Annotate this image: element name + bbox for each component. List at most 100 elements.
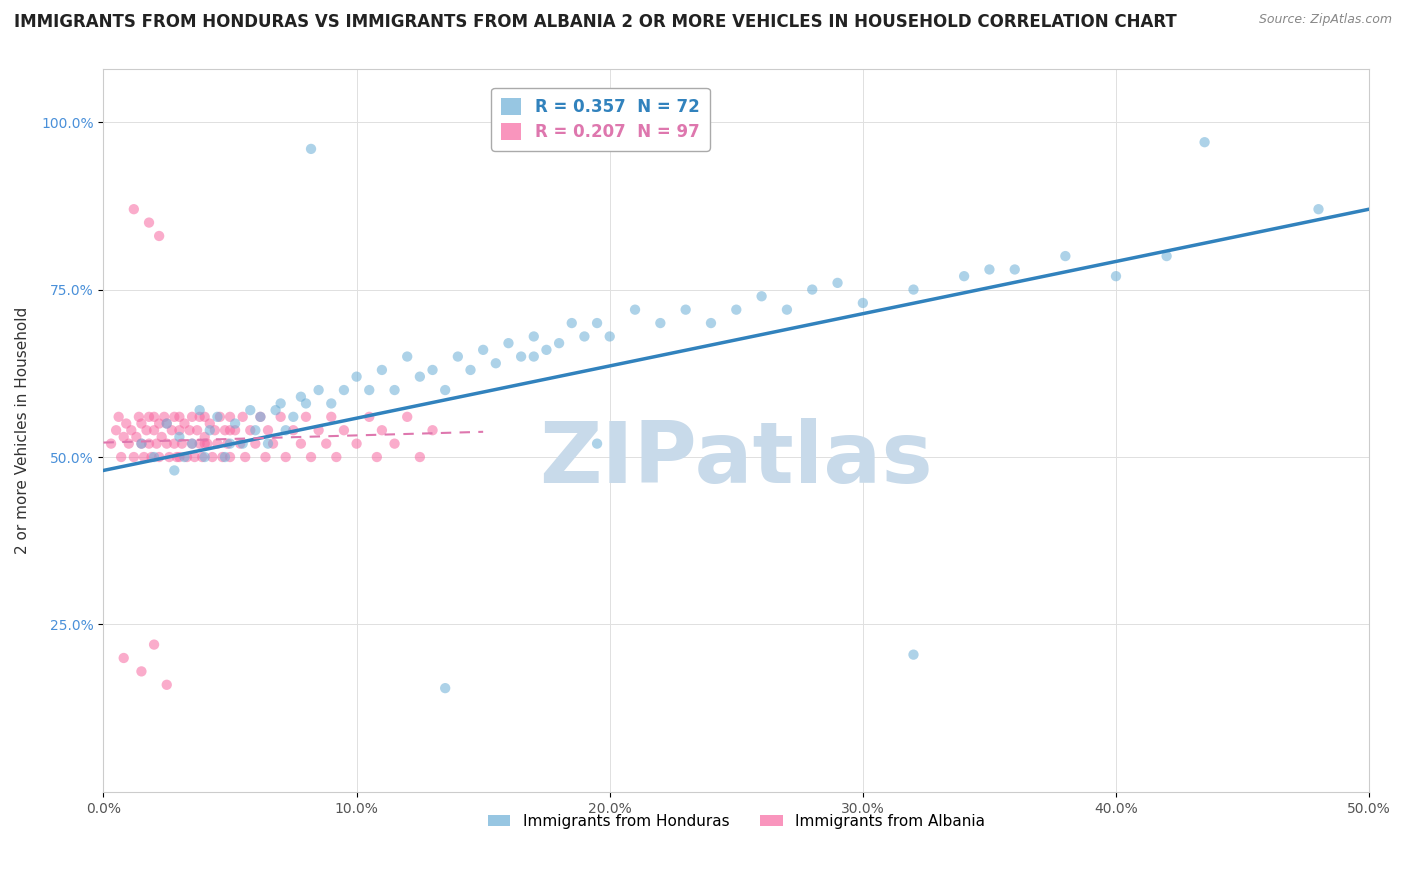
Point	[186, 423, 208, 437]
Point	[650, 316, 672, 330]
Point	[169, 409, 191, 424]
Point	[396, 409, 419, 424]
Point	[434, 383, 457, 397]
Point	[232, 409, 254, 424]
Point	[257, 423, 280, 437]
Point	[371, 423, 394, 437]
Point	[270, 409, 292, 424]
Point	[384, 383, 406, 397]
Point	[290, 436, 312, 450]
Point	[224, 417, 246, 431]
Point	[229, 436, 252, 450]
Point	[157, 450, 180, 464]
Point	[460, 363, 482, 377]
Point	[138, 409, 160, 424]
Point	[434, 681, 457, 695]
Point	[776, 302, 799, 317]
Point	[1308, 202, 1330, 217]
Point	[485, 356, 508, 370]
Point	[308, 423, 330, 437]
Point	[1194, 135, 1216, 149]
Point	[523, 350, 546, 364]
Point	[166, 450, 188, 464]
Point	[852, 296, 875, 310]
Point	[181, 436, 204, 450]
Point	[188, 409, 211, 424]
Point	[176, 450, 198, 464]
Point	[219, 423, 242, 437]
Point	[131, 665, 153, 679]
Point	[295, 409, 318, 424]
Point	[422, 363, 444, 377]
Point	[359, 383, 381, 397]
Point	[207, 436, 229, 450]
Point	[725, 302, 748, 317]
Point	[217, 436, 239, 450]
Point	[145, 436, 167, 450]
Point	[143, 450, 166, 464]
Point	[170, 436, 193, 450]
Point	[953, 269, 976, 284]
Point	[1105, 269, 1128, 284]
Point	[586, 316, 609, 330]
Point	[396, 350, 419, 364]
Point	[523, 329, 546, 343]
Point	[1004, 262, 1026, 277]
Point	[173, 417, 195, 431]
Point	[249, 409, 271, 424]
Point	[198, 417, 221, 431]
Point	[156, 417, 179, 431]
Text: IMMIGRANTS FROM HONDURAS VS IMMIGRANTS FROM ALBANIA 2 OR MORE VEHICLES IN HOUSEH: IMMIGRANTS FROM HONDURAS VS IMMIGRANTS F…	[14, 13, 1177, 31]
Point	[148, 417, 170, 431]
Point	[295, 396, 318, 410]
Point	[624, 302, 647, 317]
Text: Source: ZipAtlas.com: Source: ZipAtlas.com	[1258, 13, 1392, 27]
Point	[122, 202, 145, 217]
Point	[751, 289, 773, 303]
Point	[169, 423, 191, 437]
Point	[224, 423, 246, 437]
Point	[112, 430, 135, 444]
Point	[299, 450, 322, 464]
Point	[160, 423, 183, 437]
Text: ZIPatlas: ZIPatlas	[540, 417, 934, 500]
Point	[143, 638, 166, 652]
Point	[219, 450, 242, 464]
Point	[148, 229, 170, 244]
Point	[801, 283, 824, 297]
Point	[270, 396, 292, 410]
Point	[257, 436, 280, 450]
Point	[384, 436, 406, 450]
Point	[183, 450, 205, 464]
Point	[194, 436, 217, 450]
Point	[827, 276, 849, 290]
Point	[283, 423, 305, 437]
Point	[156, 436, 179, 450]
Point	[447, 350, 470, 364]
Point	[150, 430, 173, 444]
Point	[561, 316, 583, 330]
Point	[188, 403, 211, 417]
Point	[141, 450, 163, 464]
Point	[333, 383, 356, 397]
Point	[409, 369, 432, 384]
Point	[138, 216, 160, 230]
Point	[903, 648, 925, 662]
Y-axis label: 2 or more Vehicles in Household: 2 or more Vehicles in Household	[15, 307, 30, 554]
Point	[219, 409, 242, 424]
Point	[599, 329, 621, 343]
Point	[105, 423, 128, 437]
Point	[333, 423, 356, 437]
Point	[308, 383, 330, 397]
Point	[195, 436, 218, 450]
Point	[510, 350, 533, 364]
Point	[536, 343, 558, 357]
Point	[422, 423, 444, 437]
Point	[1054, 249, 1077, 263]
Point	[239, 403, 262, 417]
Point	[188, 436, 211, 450]
Point	[586, 436, 609, 450]
Point	[207, 409, 229, 424]
Point	[239, 423, 262, 437]
Point	[163, 436, 186, 450]
